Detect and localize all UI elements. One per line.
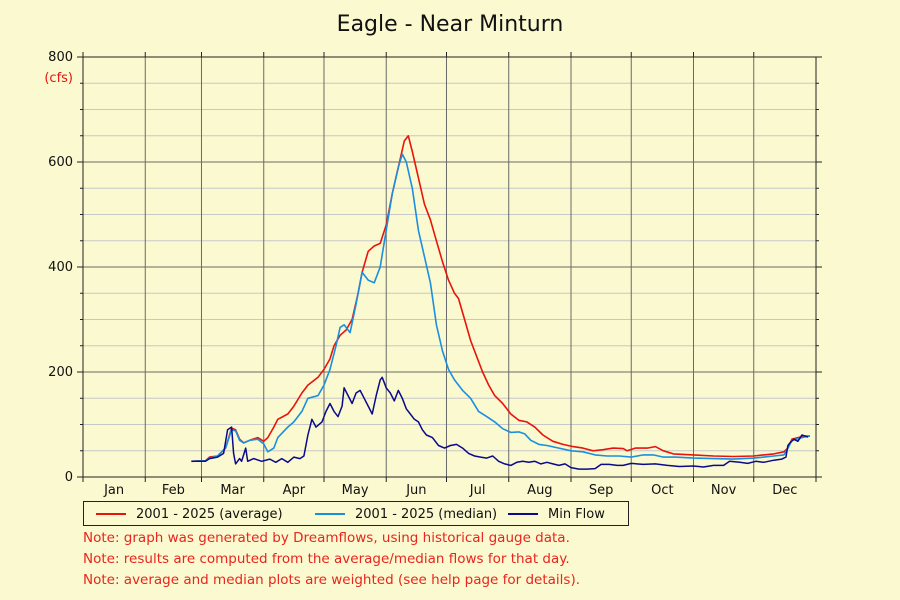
x-tick-label: Aug: [527, 483, 552, 498]
x-tick-label: Dec: [772, 483, 797, 498]
legend-item-average: 2001 - 2025 (average): [96, 506, 283, 522]
x-tick-label: Jun: [405, 483, 426, 498]
legend-label-min-flow: Min Flow: [548, 506, 605, 522]
legend-label-median: 2001 - 2025 (median): [355, 506, 498, 522]
x-tick-label: Jan: [103, 483, 124, 498]
y-tick-label: 400: [48, 260, 73, 275]
note-2: Note: results are computed from the aver…: [83, 551, 570, 567]
legend-item-median: 2001 - 2025 (median): [315, 506, 497, 522]
grid: [83, 56, 816, 478]
axes: 0 200 400 600 800 (cfs) Jan Feb Mar Apr May Jun Jul A…: [44, 50, 822, 498]
series-line-1: [191, 153, 811, 463]
legend-swatch-min-flow: [508, 513, 538, 515]
x-tick-label: Mar: [220, 483, 245, 498]
x-tick-label: Nov: [711, 483, 737, 498]
legend-swatch-average: [96, 513, 126, 515]
x-tick-label: Oct: [651, 483, 673, 498]
series: [191, 135, 811, 470]
chart-title: Eagle - Near Minturn: [336, 12, 564, 37]
note-3: Note: average and median plots are weigh…: [83, 572, 581, 588]
note-1: Note: graph was generated by Dreamflows,…: [83, 530, 570, 546]
x-tick-label: Sep: [589, 483, 614, 498]
y-axis-label: (cfs): [44, 71, 73, 86]
x-tick-label: Jul: [469, 483, 486, 498]
series-line-0: [191, 135, 810, 463]
y-tick-label: 0: [65, 470, 73, 485]
legend-label-average: 2001 - 2025 (average): [136, 506, 283, 522]
legend-swatch-median: [315, 513, 345, 515]
legend-item-min-flow: Min Flow: [508, 506, 605, 522]
x-tick-label: Apr: [283, 483, 306, 498]
y-tick-label: 600: [48, 155, 73, 170]
x-tick-label: May: [342, 483, 369, 498]
series-line-2: [191, 376, 809, 470]
legend: 2001 - 2025 (average) 2001 - 2025 (media…: [83, 501, 629, 526]
y-tick-label: 800: [48, 50, 73, 65]
x-tick-label: Feb: [162, 483, 185, 498]
y-tick-label: 200: [48, 365, 73, 380]
